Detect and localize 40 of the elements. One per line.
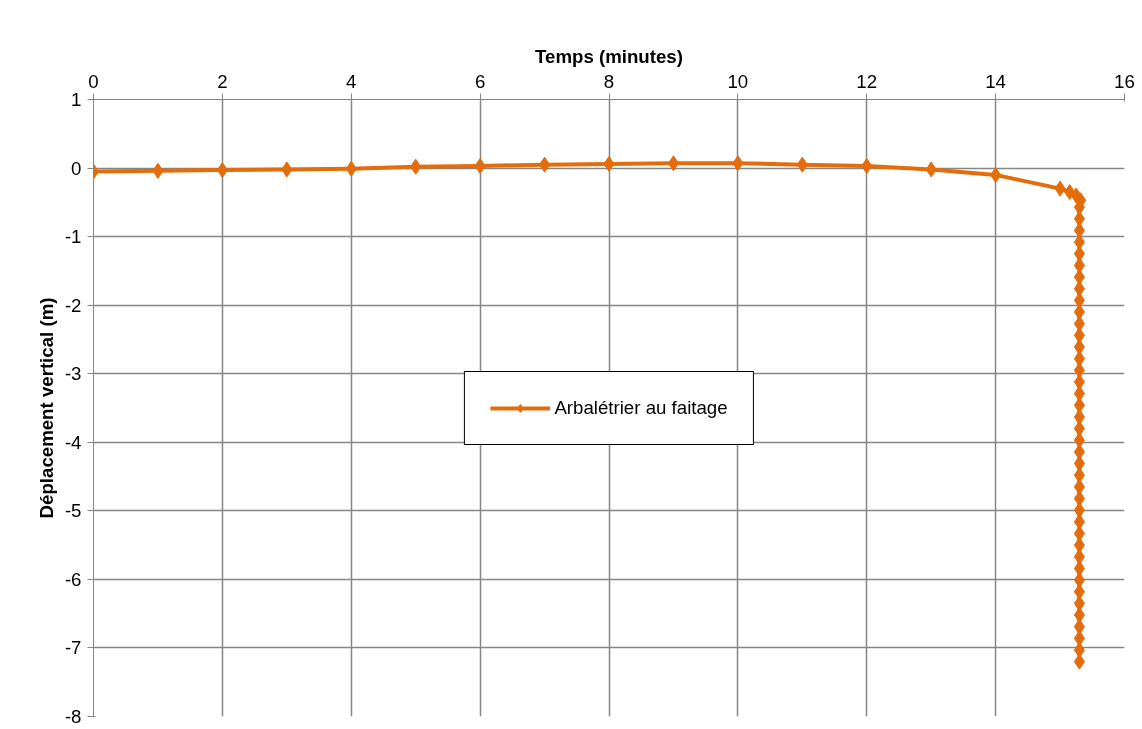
point xyxy=(1054,180,1066,197)
point xyxy=(603,155,615,172)
point xyxy=(1073,642,1085,658)
x-tick-label: 16 xyxy=(1114,70,1135,92)
x-tick-label: 8 xyxy=(603,70,615,92)
y-tick-label: -4 xyxy=(64,431,82,453)
legend-label: Arbalétrier au faitage xyxy=(554,396,728,419)
y-tick-label: -2 xyxy=(64,294,82,316)
x-axis-title: Temps (minutes) xyxy=(535,45,683,67)
y-tick-label: -7 xyxy=(64,637,82,659)
point xyxy=(861,158,873,174)
point xyxy=(539,156,551,173)
x-tick-label: 12 xyxy=(856,70,878,92)
x-tick-label: 6 xyxy=(474,70,486,92)
y-tick-label: 0 xyxy=(71,157,82,179)
y-tick-label: -3 xyxy=(64,363,82,385)
point xyxy=(667,155,679,172)
x-tick-label: 10 xyxy=(727,70,749,92)
point xyxy=(925,161,937,178)
point xyxy=(281,161,293,178)
y-axis-title: Déplacement vertical (m) xyxy=(35,297,57,519)
x-tick-label: 0 xyxy=(88,70,99,92)
y-tick-label: 1 xyxy=(71,89,82,110)
point xyxy=(152,162,164,179)
point xyxy=(410,158,422,175)
point xyxy=(990,166,1002,183)
point xyxy=(474,158,486,174)
x-tick-label: 14 xyxy=(985,70,1007,92)
y-tick-label: -5 xyxy=(64,500,82,522)
point xyxy=(796,156,808,173)
point xyxy=(216,162,228,179)
x-tick-label: 4 xyxy=(346,70,357,92)
y-tick-label: -1 xyxy=(64,226,82,248)
y-tick-label: -8 xyxy=(64,706,82,727)
x-tick-label: 2 xyxy=(217,70,228,92)
y-tick-label: -6 xyxy=(64,568,82,590)
point xyxy=(1073,455,1085,472)
point xyxy=(1073,490,1085,507)
point xyxy=(732,155,744,172)
point xyxy=(345,160,357,177)
